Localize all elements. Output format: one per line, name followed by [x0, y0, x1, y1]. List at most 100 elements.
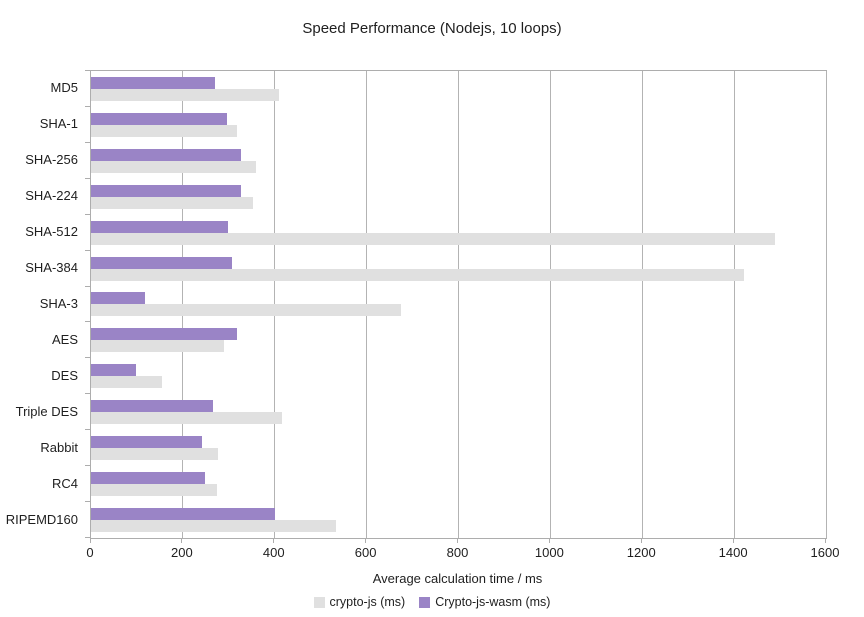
y-axis-tick	[85, 105, 90, 107]
x-axis-tick-label-400: 400	[262, 545, 285, 560]
chart-title: Speed Performance (Nodejs, 10 loops)	[302, 20, 562, 37]
y-axis-label-sha-3: SHA-3	[39, 295, 78, 311]
x-axis-tick-1600	[824, 538, 826, 543]
x-axis-title: Average calculation time / ms	[372, 571, 543, 586]
y-axis-tick	[85, 429, 90, 431]
bar-crypto-js-ms-sha-1	[91, 124, 238, 137]
y-axis-label-triple-des: Triple DES	[15, 403, 78, 419]
y-axis-tick	[85, 465, 90, 467]
bar-row-sha-224	[91, 179, 826, 215]
y-axis-label-sha-224: SHA-224	[25, 188, 78, 204]
bar-crypto-js-wasm-ms-sha-1	[91, 112, 227, 125]
bar-row-ripemd160	[91, 502, 826, 538]
y-axis-tick	[85, 393, 90, 395]
x-axis-tick-label-1200: 1200	[626, 545, 656, 560]
y-axis-label-sha-1: SHA-1	[39, 116, 78, 132]
bar-crypto-js-ms-des	[91, 376, 163, 389]
legend: crypto-js (ms) Crypto-js-wasm (ms)	[0, 595, 864, 609]
y-axis-tick	[85, 501, 90, 503]
y-axis-tick	[85, 249, 90, 251]
legend-item-crypto-js-wasm-ms: Crypto-js-wasm (ms)	[419, 595, 550, 609]
bar-crypto-js-ms-md5	[91, 88, 280, 101]
bar-crypto-js-wasm-ms-sha-384	[91, 256, 232, 269]
x-axis-tick-label-800: 800	[446, 545, 469, 560]
bar-crypto-js-ms-sha-512	[91, 232, 776, 245]
legend-swatch-crypto-js-wasm-ms	[419, 596, 431, 608]
y-axis-tick	[85, 285, 90, 287]
bar-crypto-js-wasm-ms-sha-512	[91, 220, 228, 233]
legend-label-crypto-js-ms: crypto-js (ms)	[329, 595, 406, 609]
bar-crypto-js-wasm-ms-ripemd160	[91, 508, 276, 521]
x-axis-tick-1400	[732, 538, 734, 543]
bar-crypto-js-ms-ripemd160	[91, 520, 337, 533]
bar-row-sha-256	[91, 143, 826, 179]
y-axis-label-md5: MD5	[50, 80, 78, 96]
x-axis-tick-label-1600: 1600	[810, 545, 840, 560]
x-axis-tick-200	[181, 538, 183, 543]
bar-crypto-js-wasm-ms-aes	[91, 328, 238, 341]
bar-row-aes	[91, 322, 826, 358]
y-axis-tick	[85, 537, 90, 538]
x-axis-tick-label-200: 200	[171, 545, 193, 560]
y-axis-label-ripemd160: RIPEMD160	[5, 511, 78, 527]
bar-row-des	[91, 358, 826, 394]
y-axis-label-des: DES	[51, 367, 78, 383]
y-axis-label-sha-512: SHA-512	[25, 224, 78, 240]
bar-row-rc4	[91, 466, 826, 502]
bar-row-sha-512	[91, 215, 826, 251]
bar-row-sha-1	[91, 107, 826, 143]
legend-item-crypto-js-ms: crypto-js (ms)	[313, 595, 406, 609]
y-axis-tick	[85, 70, 90, 71]
y-axis-label-aes: AES	[51, 331, 78, 347]
legend-swatch-crypto-js-ms	[313, 596, 325, 608]
bar-crypto-js-wasm-ms-sha-256	[91, 148, 242, 161]
bar-row-md5	[91, 71, 826, 107]
plot-area	[90, 70, 827, 539]
bar-crypto-js-ms-aes	[91, 340, 225, 353]
gridline-800	[458, 71, 459, 538]
x-axis-tick-0	[89, 538, 91, 543]
bar-crypto-js-ms-sha-384	[91, 268, 745, 281]
bar-crypto-js-wasm-ms-sha-224	[91, 184, 242, 197]
y-axis-label-rc4: RC4	[51, 475, 78, 491]
y-axis-tick	[85, 357, 90, 359]
y-axis-label-sha-384: SHA-384	[25, 260, 78, 276]
bar-crypto-js-wasm-ms-triple-des	[91, 400, 213, 413]
x-axis-tick-label-1400: 1400	[718, 545, 748, 560]
bar-crypto-js-ms-rc4	[91, 484, 217, 497]
y-axis-tick	[85, 321, 90, 323]
y-axis-label-sha-256: SHA-256	[25, 152, 78, 168]
gridline-1200	[641, 71, 643, 538]
x-axis-tick-label-0: 0	[86, 545, 94, 560]
bar-row-sha-3	[91, 287, 826, 323]
bar-crypto-js-wasm-ms-sha-3	[91, 292, 146, 305]
x-axis-tick-label-1000: 1000	[534, 545, 564, 560]
x-axis-tick-1200	[640, 538, 642, 543]
bar-crypto-js-ms-sha-224	[91, 196, 254, 209]
gridline-1600	[825, 71, 827, 538]
y-axis-tick	[85, 213, 90, 215]
bar-crypto-js-wasm-ms-des	[91, 364, 137, 377]
bar-crypto-js-wasm-ms-md5	[91, 76, 216, 89]
gridline-1400	[733, 71, 735, 538]
y-axis-label-rabbit: Rabbit	[40, 439, 78, 455]
bar-row-triple-des	[91, 394, 826, 430]
bar-crypto-js-wasm-ms-rabbit	[91, 436, 202, 449]
bar-row-rabbit	[91, 430, 826, 466]
x-axis-tick-400	[273, 538, 275, 543]
legend-label-crypto-js-wasm-ms: Crypto-js-wasm (ms)	[435, 595, 551, 609]
x-axis-tick-800	[457, 538, 458, 543]
y-axis-tick	[85, 177, 90, 179]
bar-row-sha-384	[91, 251, 826, 287]
y-axis-tick	[85, 141, 90, 143]
gridline-1000	[549, 71, 551, 538]
bar-crypto-js-ms-sha-3	[91, 304, 402, 317]
bar-crypto-js-ms-rabbit	[91, 448, 219, 461]
bar-crypto-js-ms-triple-des	[91, 412, 282, 425]
x-axis-tick-600	[365, 538, 367, 543]
bar-crypto-js-wasm-ms-rc4	[91, 472, 206, 485]
x-axis-tick-1000	[548, 538, 550, 543]
x-axis-tick-label-600: 600	[354, 545, 377, 560]
bar-crypto-js-ms-sha-256	[91, 160, 257, 173]
